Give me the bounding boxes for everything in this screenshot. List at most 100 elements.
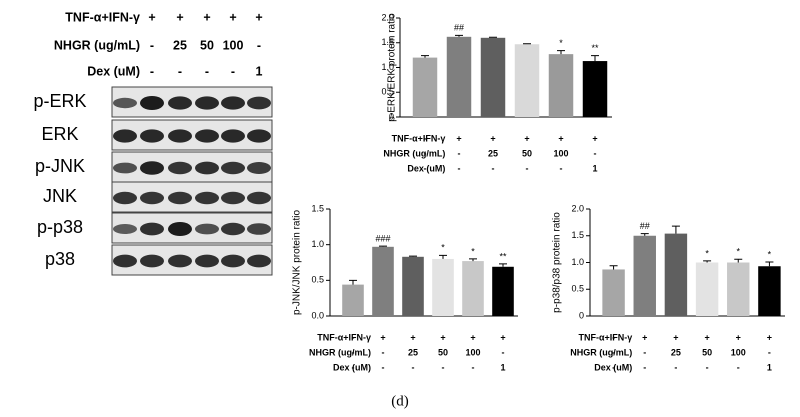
condition-value: + [592,133,597,143]
condition-label: TNF-α+IFN-γ [65,10,140,24]
condition-value: 1 [592,163,597,173]
condition-value: - [472,362,475,372]
condition-value: - [412,362,415,372]
condition-value: - [442,362,445,372]
y-tick-label: 0 [579,310,584,320]
significance: ** [499,251,507,261]
condition-value: + [642,332,647,342]
y-tick-label: 0.5 [311,275,324,285]
condition-value: + [704,332,709,342]
condition-value: + [176,10,183,24]
y-tick-label: 1.5 [381,37,394,47]
bar [432,258,454,316]
blot-band [195,223,219,235]
blot-band [221,222,245,236]
condition-value: - [502,347,505,357]
condition-value: 50 [702,347,712,357]
blot-band [140,161,164,175]
condition-value: - [643,362,646,372]
error-bar [421,55,429,58]
condition-value: + [255,10,262,24]
blot-band [140,96,164,110]
condition-value: - [382,362,385,372]
condition-label: Dex (uM) [407,163,445,173]
error-bar [439,254,447,259]
blot-label: ERK [41,124,78,144]
blot-band [140,129,164,143]
y-tick-label: 2.0 [571,203,584,213]
blot-band [247,223,271,235]
bar [633,235,656,316]
blot-band [247,162,271,174]
significance: * [705,248,709,258]
condition-label: Dex (uM) [333,362,371,372]
condition-value: + [767,332,772,342]
condition-value: - [424,133,427,143]
error-bar [409,255,417,257]
condition-value: + [500,332,505,342]
blot-band [113,224,137,234]
bar [582,61,608,117]
significance: * [441,243,445,253]
condition-value: 1 [256,64,263,78]
error-bar [765,261,774,267]
error-bar [557,50,565,55]
error-bar [469,258,477,262]
significance: ### [375,233,390,243]
bar [446,36,472,118]
blot-band [195,161,219,175]
blot-band [195,129,219,143]
blot-band [247,129,271,143]
blot-band [221,129,245,143]
blot-band [140,254,164,268]
error-bar [609,265,618,270]
blot-band [168,191,192,205]
blot-band [195,191,219,205]
condition-label: Dex (uM) [594,362,632,372]
blot-band [221,254,245,268]
bar [412,57,438,117]
y-tick-label: 2.0 [381,12,394,22]
error-bar [591,55,599,62]
condition-value: 25 [488,148,498,158]
condition-value: - [768,347,771,357]
error-bar [671,225,680,234]
condition-value: 1 [767,362,772,372]
y-tick-label: 1.0 [381,62,394,72]
condition-value: 100 [553,148,568,158]
condition-value: - [424,148,427,158]
significance: * [768,249,772,259]
condition-value: 50 [522,148,532,158]
blot-band [140,191,164,205]
blot-band [113,97,137,109]
y-axis-label: p-p38/p38 protein ratio [552,212,563,313]
blot-band [195,254,219,268]
blot-label: p-ERK [33,91,86,111]
condition-value: - [643,347,646,357]
condition-value: + [524,133,529,143]
condition-label: Dex (uM) [87,64,140,78]
error-bar [379,245,387,247]
error-bar [499,263,507,267]
condition-value: - [612,362,615,372]
significance: * [559,38,563,48]
error-bar [703,260,712,263]
significance: ** [591,43,599,53]
bar [514,44,540,117]
condition-value: - [612,347,615,357]
significance: * [736,247,740,257]
condition-value: 100 [465,347,480,357]
blot-band [113,254,137,268]
condition-value: - [526,163,529,173]
condition-label: NHGR (ug/mL) [54,38,140,52]
blot-strip [111,181,273,213]
blot-strip [111,151,273,183]
condition-label: NHGR (ug/mL) [383,148,445,158]
blot-band [247,191,271,205]
condition-value: 25 [408,347,418,357]
condition-value: - [231,64,235,78]
condition-value: - [150,38,154,52]
bar [727,262,750,316]
condition-label: TNF-α+IFN-γ [317,332,371,342]
